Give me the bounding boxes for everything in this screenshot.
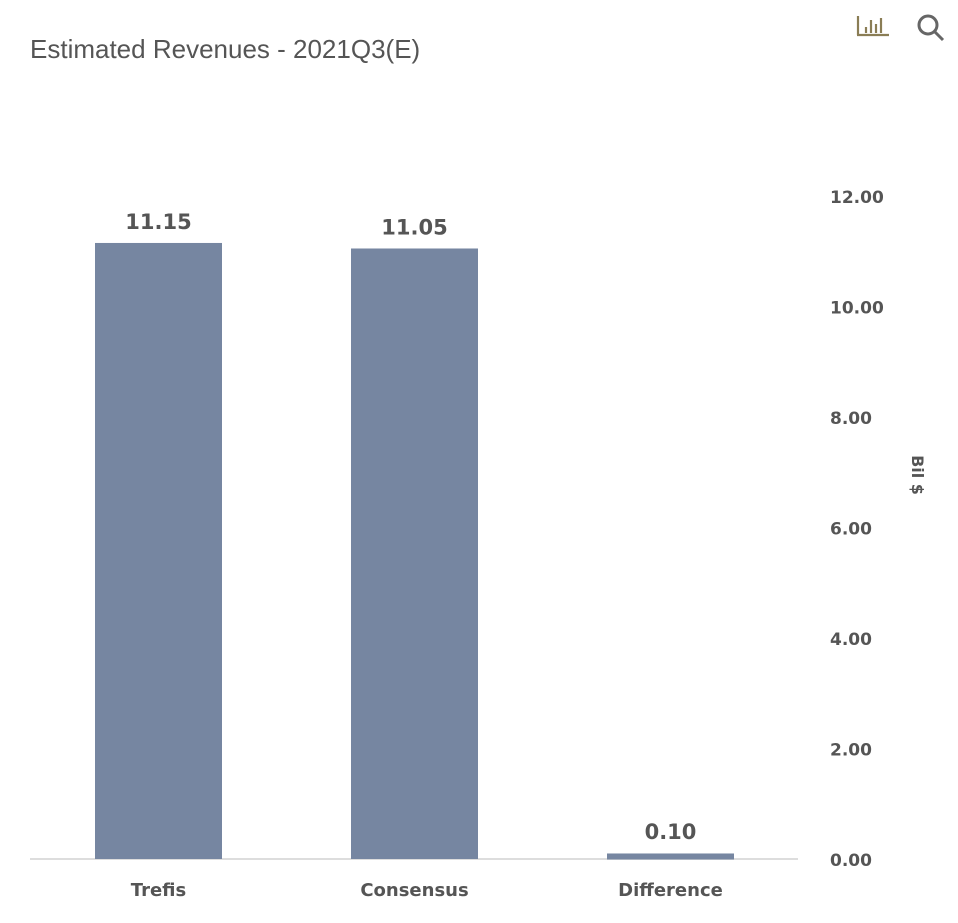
y-tick-label: 12.00 <box>830 188 884 208</box>
bar-difference[interactable] <box>607 853 734 860</box>
y-tick-label: 4.00 <box>830 630 872 650</box>
y-tick-label: 10.00 <box>830 299 884 319</box>
bar-trefis[interactable] <box>95 242 222 859</box>
y-tick-label: 6.00 <box>830 520 872 540</box>
search-icon[interactable] <box>914 10 948 44</box>
y-tick-label: 0.00 <box>830 851 872 871</box>
data-label: 0.10 <box>645 820 697 844</box>
y-axis-label: Bil $ <box>908 455 927 495</box>
y-tick-label: 8.00 <box>830 409 872 429</box>
x-tick-label: Consensus <box>360 880 468 901</box>
data-label: 11.15 <box>125 210 191 234</box>
x-tick-label: Difference <box>618 880 723 901</box>
y-tick-label: 2.00 <box>830 741 872 761</box>
bar-chart-icon[interactable] <box>856 10 890 44</box>
x-tick-label: Trefis <box>131 880 186 901</box>
data-label: 11.05 <box>381 215 447 239</box>
bar-consensus[interactable] <box>351 248 478 860</box>
chart-title: Estimated Revenues - 2021Q3(E) <box>30 34 421 64</box>
